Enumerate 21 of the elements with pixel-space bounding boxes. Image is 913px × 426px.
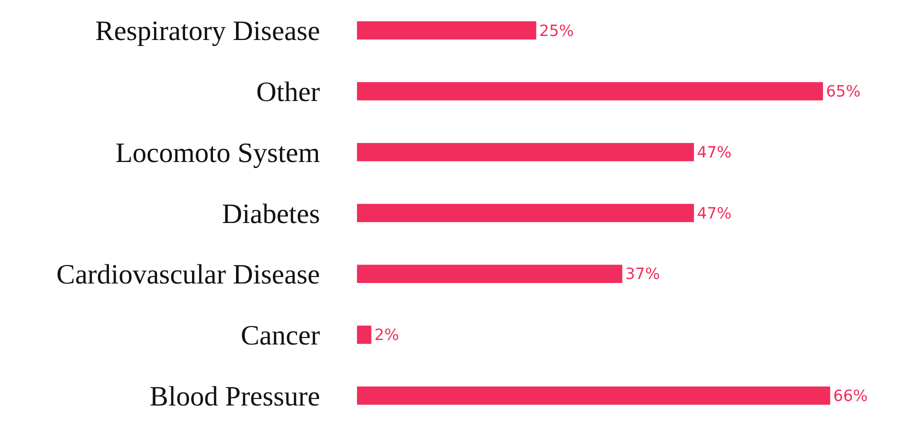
data-label: 2% [374,326,400,344]
y-tick-label: Cardiovascular Disease [56,260,320,291]
y-tick-label: Respiratory Disease [95,16,320,48]
bar [357,386,830,405]
data-label: 47% [696,204,732,222]
data-label: 37% [625,265,660,284]
y-tick-label: Locomoto System [115,138,320,169]
data-label: 66% [833,386,868,405]
data-label: 25% [539,22,574,40]
bar [357,204,694,222]
y-tick-label: Diabetes [222,198,320,230]
bar [357,143,694,162]
bar [357,21,536,40]
bar [357,82,824,100]
bar [357,264,622,283]
data-label: 65% [826,82,861,101]
bar [357,326,372,344]
y-tick-label: Blood Pressure [150,381,320,412]
y-tick-label: Other [256,77,321,108]
data-label: 47% [696,144,732,162]
y-tick-label: Cancer [240,320,321,352]
